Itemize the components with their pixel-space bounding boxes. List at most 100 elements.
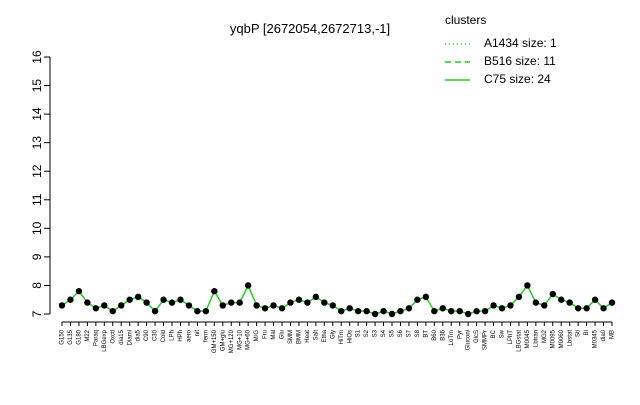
x-tick-label: MB [610,330,616,339]
data-point [143,299,150,306]
data-point [185,302,193,309]
x-tick-label: Paraq [93,330,99,346]
y-tick-label: 14 [30,107,44,121]
data-point [211,287,218,295]
data-point [75,287,83,295]
x-tick-label: MG+120 [229,329,235,353]
legend-label: C75 size: 24 [484,72,551,86]
x-tick-label: S4 [381,329,387,337]
x-tick-label: LPhT [508,330,514,345]
data-point [261,305,269,312]
x-tick-label: Fru [263,330,269,339]
data-point [134,293,142,301]
data-point [448,307,455,315]
x-tick-label: G180 [77,329,83,344]
data-point [414,296,421,303]
data-point [591,296,599,303]
x-tick-label: B60 [432,329,438,340]
data-point [498,305,506,312]
x-tick-label: M0345 [593,329,599,348]
data-point [583,305,590,312]
legend-title: clusters [445,13,486,27]
x-tick-label: LoTm [449,330,455,345]
x-tick-label: Pyr [457,330,463,339]
y-tick-label: 13 [30,136,44,150]
data-point [490,302,497,309]
x-tick-label: S1 [356,329,362,337]
data-point [321,299,328,306]
x-tick-label: LBGstat [517,330,523,352]
data-point [371,310,379,318]
data-point [101,302,108,309]
data-point [388,310,396,318]
x-tick-label: Gluconi [466,330,472,350]
x-tick-label: SMM [288,330,294,344]
x-tick-label: C30 [153,329,159,341]
data-point [84,299,91,306]
y-tick-label: 8 [30,282,44,289]
data-point [168,299,176,306]
data-point [338,307,345,315]
x-tick-label: aero [187,329,193,342]
chart-title: yqbP [2672054,2672713,-1] [230,21,390,36]
x-tick-label: M0095 [550,329,556,348]
x-tick-label: M/G [254,330,260,342]
x-tick-label: dia15 [119,329,125,344]
data-point [312,293,320,301]
x-tick-label: MG2 [542,329,548,343]
y-tick-label: 12 [30,164,44,178]
data-point [177,296,184,303]
x-tick-label: ferm [203,330,209,342]
y-tick-label: 15 [30,79,44,93]
data-point [126,296,133,303]
x-tick-label: Sw [500,329,506,338]
x-tick-label: G150 [60,329,66,344]
x-tick-label: S7 [407,329,413,337]
data-point [151,307,159,315]
cluster-line [61,283,613,315]
data-point [515,293,523,301]
x-tick-label: HPh [178,330,184,342]
data-point [549,290,556,298]
x-tick-label: HiTm [339,330,345,344]
x-tick-label: GM+150 [212,329,218,353]
data-point [558,296,565,303]
x-tick-label: C90 [144,329,150,341]
x-tick-label: Glu [280,330,286,339]
y-tick-label: 16 [30,50,44,64]
x-tick-label: LBGexp [102,329,108,351]
x-tick-label: SMMPr [483,330,489,350]
x-tick-label: BMM [297,330,303,344]
x-tick-label: Sti [576,330,582,337]
data-point [194,307,201,315]
x-tick-label: S3 [373,329,379,337]
y-tick-label: 11 [30,193,44,206]
x-tick-label: Salt [313,330,319,341]
y-tick-label: 9 [30,253,44,260]
data-point [464,310,472,318]
x-tick-label: BT [423,330,429,338]
data-point [600,305,607,312]
x-tick-label: M0045 [525,329,531,348]
data-point [287,299,294,306]
y-tick-label: 7 [30,310,44,317]
data-point [118,302,125,309]
data-point [253,302,260,309]
data-point [58,302,66,309]
x-tick-label: Heat [305,330,311,343]
data-point [524,282,531,289]
x-tick-label: G135 [68,329,74,344]
legend-label: A1434 size: 1 [484,36,557,50]
x-tick-label: GlcS [474,330,480,343]
data-point [329,302,336,309]
y-tick-label: 10 [30,221,44,235]
data-point [439,305,446,312]
data-point [431,307,438,315]
x-tick-label: Mal [271,330,277,340]
x-tick-label: S2 [364,329,370,337]
x-tick-label: Diami [127,330,133,345]
x-tick-label: Cold [161,330,167,342]
data-point [532,299,540,306]
x-tick-label: B36 [440,329,446,340]
